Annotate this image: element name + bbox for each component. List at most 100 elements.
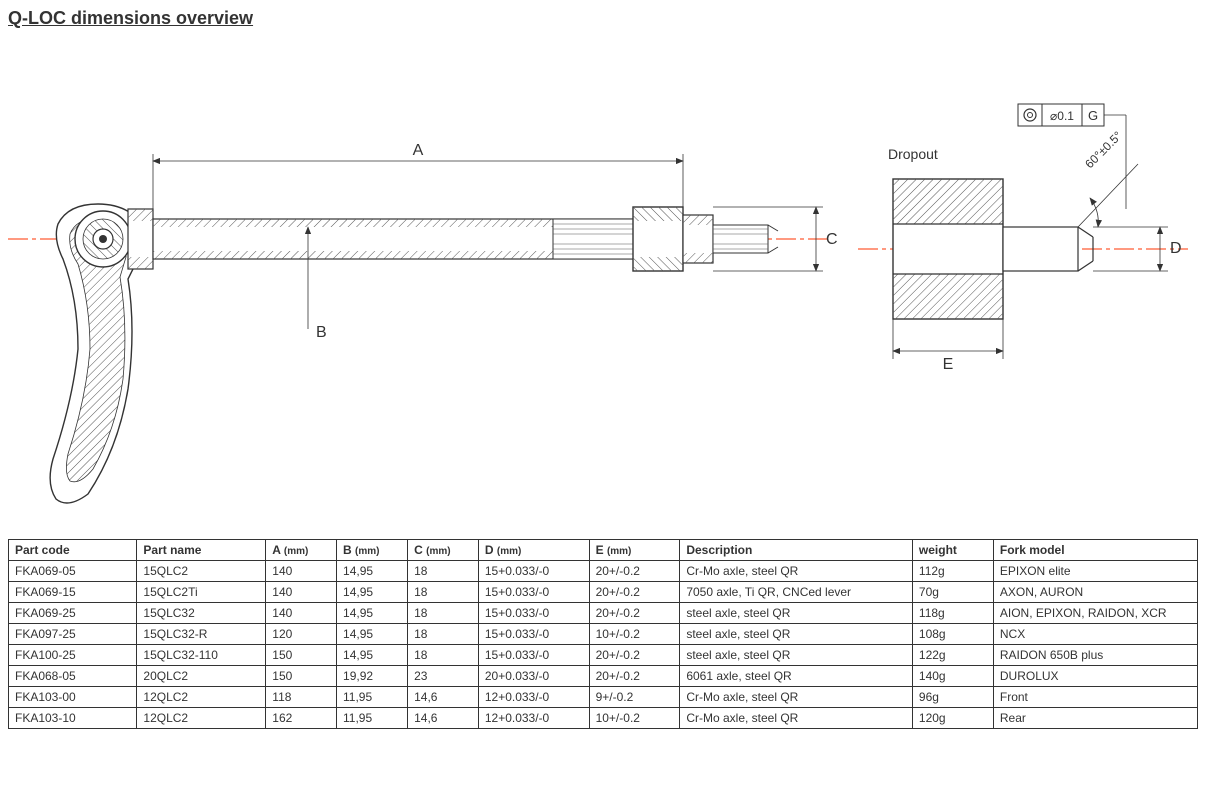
cell-part_name: 12QLC2 <box>137 687 266 708</box>
cell-part_name: 20QLC2 <box>137 666 266 687</box>
cell-fork: DUROLUX <box>993 666 1197 687</box>
cell-E: 20+/-0.2 <box>589 666 680 687</box>
dropout-detail: Dropout ⌀0.1 G <box>858 104 1188 373</box>
cell-weight: 96g <box>912 687 993 708</box>
cell-E: 10+/-0.2 <box>589 708 680 729</box>
cell-weight: 120g <box>912 708 993 729</box>
cell-desc: Cr-Mo axle, steel QR <box>680 708 913 729</box>
col-A: A (mm) <box>266 540 337 561</box>
cell-weight: 112g <box>912 561 993 582</box>
cell-part_code: FKA103-00 <box>9 687 137 708</box>
cell-D: 15+0.033/-0 <box>478 582 589 603</box>
cell-desc: steel axle, steel QR <box>680 624 913 645</box>
cell-C: 18 <box>408 582 479 603</box>
cell-desc: 6061 axle, steel QR <box>680 666 913 687</box>
angle-annotation: 60°±0.5° <box>1078 128 1138 227</box>
cell-part_code: FKA069-15 <box>9 582 137 603</box>
cell-part_code: FKA069-05 <box>9 561 137 582</box>
table-row: FKA103-0012QLC211811,9514,612+0.033/-09+… <box>9 687 1198 708</box>
technical-diagram: A B C Dropout ⌀0.1 G <box>8 49 1198 519</box>
cell-fork: RAIDON 650B plus <box>993 645 1197 666</box>
cell-desc: steel axle, steel QR <box>680 603 913 624</box>
table-row: FKA069-1515QLC2Ti14014,951815+0.033/-020… <box>9 582 1198 603</box>
svg-text:⌀0.1: ⌀0.1 <box>1050 109 1074 123</box>
cell-D: 12+0.033/-0 <box>478 708 589 729</box>
cell-C: 18 <box>408 624 479 645</box>
cell-E: 20+/-0.2 <box>589 561 680 582</box>
cell-D: 12+0.033/-0 <box>478 687 589 708</box>
cell-B: 14,95 <box>337 561 408 582</box>
cell-B: 14,95 <box>337 645 408 666</box>
dim-e: E <box>893 319 1003 373</box>
cell-C: 14,6 <box>408 708 479 729</box>
cell-part_name: 15QLC2Ti <box>137 582 266 603</box>
cell-part_code: FKA069-25 <box>9 603 137 624</box>
cell-part_code: FKA100-25 <box>9 645 137 666</box>
cell-fork: EPIXON elite <box>993 561 1197 582</box>
col-E: E (mm) <box>589 540 680 561</box>
cell-E: 9+/-0.2 <box>589 687 680 708</box>
cell-fork: AXON, AURON <box>993 582 1197 603</box>
dim-label-d: D <box>1170 240 1182 257</box>
cell-D: 15+0.033/-0 <box>478 603 589 624</box>
cell-weight: 140g <box>912 666 993 687</box>
cell-E: 10+/-0.2 <box>589 624 680 645</box>
cell-part_name: 15QLC32 <box>137 603 266 624</box>
dropout-label: Dropout <box>888 146 938 162</box>
angle-label: 60°±0.5° <box>1082 128 1125 171</box>
cell-weight: 122g <box>912 645 993 666</box>
cell-D: 20+0.033/-0 <box>478 666 589 687</box>
cell-B: 11,95 <box>337 708 408 729</box>
table-row: FKA068-0520QLC215019,922320+0.033/-020+/… <box>9 666 1198 687</box>
dim-label-a: A <box>413 142 424 159</box>
cell-C: 23 <box>408 666 479 687</box>
cell-weight: 108g <box>912 624 993 645</box>
cell-E: 20+/-0.2 <box>589 603 680 624</box>
cell-A: 140 <box>266 582 337 603</box>
cell-part_name: 15QLC2 <box>137 561 266 582</box>
cell-C: 18 <box>408 561 479 582</box>
cell-weight: 70g <box>912 582 993 603</box>
col-fork: Fork model <box>993 540 1197 561</box>
cell-B: 14,95 <box>337 603 408 624</box>
col-part_name: Part name <box>137 540 266 561</box>
cell-D: 15+0.033/-0 <box>478 645 589 666</box>
table-row: FKA097-2515QLC32-R12014,951815+0.033/-01… <box>9 624 1198 645</box>
col-desc: Description <box>680 540 913 561</box>
cell-A: 140 <box>266 603 337 624</box>
col-B: B (mm) <box>337 540 408 561</box>
cell-part_name: 15QLC32-110 <box>137 645 266 666</box>
table-row: FKA100-2515QLC32-11015014,951815+0.033/-… <box>9 645 1198 666</box>
cell-B: 19,92 <box>337 666 408 687</box>
cell-A: 118 <box>266 687 337 708</box>
cell-A: 150 <box>266 645 337 666</box>
table-row: FKA103-1012QLC216211,9514,612+0.033/-010… <box>9 708 1198 729</box>
cell-weight: 118g <box>912 603 993 624</box>
cell-B: 14,95 <box>337 624 408 645</box>
cell-E: 20+/-0.2 <box>589 582 680 603</box>
cell-desc: 7050 axle, Ti QR, CNCed lever <box>680 582 913 603</box>
dim-label-e: E <box>943 356 954 373</box>
cell-fork: AION, EPIXON, RAIDON, XCR <box>993 603 1197 624</box>
qr-lever-drawing <box>50 204 138 503</box>
axle-section-drawing <box>128 207 778 271</box>
cell-D: 15+0.033/-0 <box>478 624 589 645</box>
dim-label-b: B <box>316 324 327 341</box>
cell-A: 120 <box>266 624 337 645</box>
dim-a: A <box>153 142 683 219</box>
cell-A: 140 <box>266 561 337 582</box>
spec-table: Part codePart nameA (mm)B (mm)C (mm)D (m… <box>8 539 1198 729</box>
table-row: FKA069-0515QLC214014,951815+0.033/-020+/… <box>9 561 1198 582</box>
cell-C: 18 <box>408 603 479 624</box>
page-title: Q-LOC dimensions overview <box>8 8 1206 29</box>
cell-part_code: FKA097-25 <box>9 624 137 645</box>
cell-fork: Front <box>993 687 1197 708</box>
cell-A: 150 <box>266 666 337 687</box>
cell-E: 20+/-0.2 <box>589 645 680 666</box>
cell-fork: Rear <box>993 708 1197 729</box>
cell-fork: NCX <box>993 624 1197 645</box>
cell-part_code: FKA068-05 <box>9 666 137 687</box>
cell-desc: steel axle, steel QR <box>680 645 913 666</box>
cell-D: 15+0.033/-0 <box>478 561 589 582</box>
col-weight: weight <box>912 540 993 561</box>
